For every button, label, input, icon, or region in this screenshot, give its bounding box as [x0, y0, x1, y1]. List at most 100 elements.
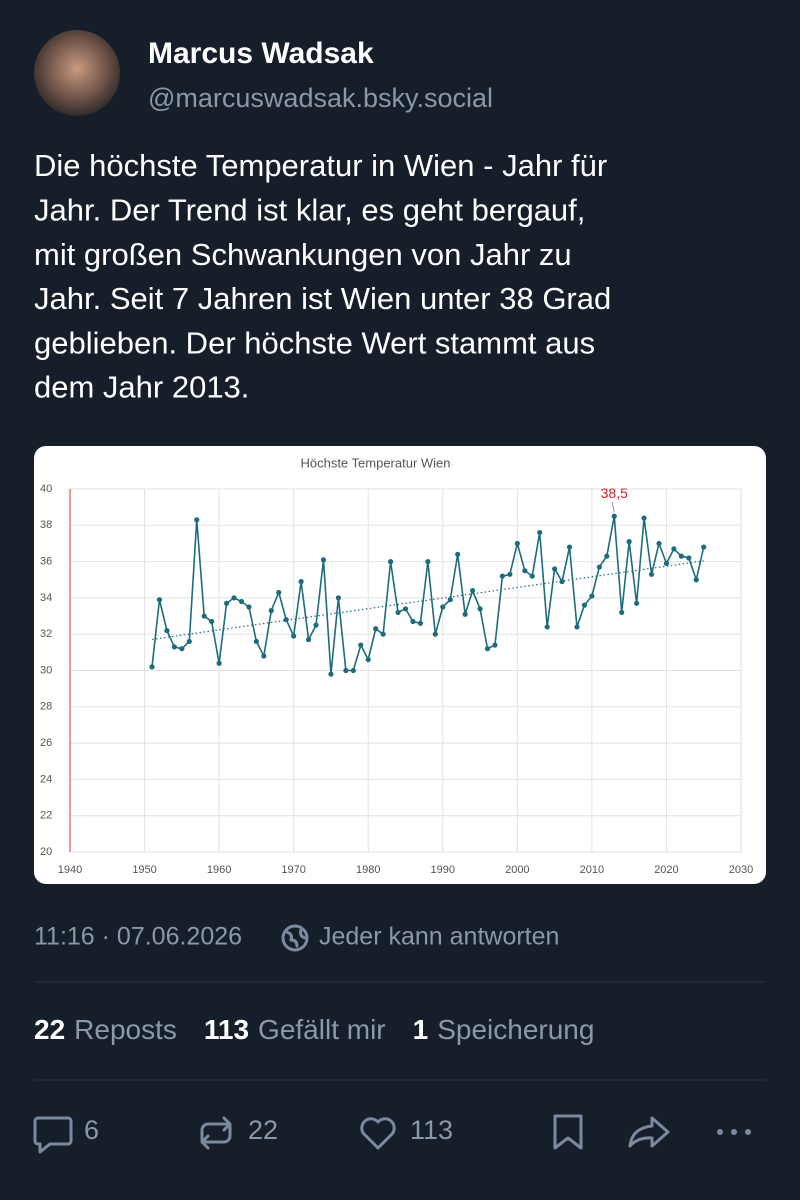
data-point	[552, 566, 558, 572]
stat-label: Gefällt mir	[258, 1014, 386, 1045]
data-point	[559, 578, 565, 585]
data-point	[171, 644, 177, 650]
stat: 113 Gefällt mir	[204, 1014, 386, 1045]
data-point	[641, 515, 647, 521]
data-point	[686, 555, 692, 561]
x-tick-label: 2020	[654, 864, 678, 876]
y-tick-label: 40	[40, 483, 52, 495]
trend-line	[151, 560, 704, 641]
post-text-line: mit großen Schwankungen von Jahr zu	[34, 237, 572, 272]
data-point	[470, 588, 476, 594]
post-text-line: Die höchste Temperatur in Wien - Jahr fü…	[34, 148, 607, 183]
data-point	[581, 602, 588, 608]
data-point	[261, 653, 267, 659]
data-point	[499, 573, 506, 579]
data-point	[596, 564, 602, 570]
data-point	[328, 671, 334, 677]
post-text-line: geblieben. Der höchste Wert stammt aus	[34, 325, 595, 360]
data-point	[671, 546, 677, 552]
repost-count: 22	[248, 1115, 278, 1145]
data-point	[209, 618, 215, 625]
data-point	[462, 611, 468, 617]
data-point	[298, 578, 304, 585]
data-point	[313, 622, 319, 628]
data-point	[611, 513, 617, 519]
x-tick-label: 1940	[58, 864, 82, 876]
bookmark-button[interactable]	[553, 1114, 583, 1150]
stat-count: 22	[34, 1014, 65, 1045]
data-point	[701, 544, 707, 550]
stat-label: Speicherung	[437, 1014, 594, 1045]
stat: 1 Speicherung	[413, 1014, 595, 1045]
share-button[interactable]	[628, 1116, 670, 1148]
y-tick-label: 26	[40, 737, 52, 749]
data-point	[507, 571, 513, 577]
data-point	[455, 551, 461, 557]
data-point	[574, 624, 580, 630]
repost-button[interactable]	[200, 1116, 232, 1150]
y-tick-label: 20	[40, 846, 52, 858]
avatar[interactable]	[34, 30, 120, 116]
data-point	[238, 598, 245, 605]
like-button[interactable]	[360, 1117, 396, 1150]
data-point	[365, 657, 371, 663]
data-point	[223, 600, 230, 606]
stat-count: 1	[413, 1014, 429, 1045]
data-point	[164, 627, 170, 634]
data-point	[149, 664, 155, 670]
data-point	[656, 540, 662, 547]
data-point	[432, 631, 438, 637]
data-point	[663, 560, 670, 567]
data-point	[380, 631, 386, 637]
x-tick-label: 1960	[207, 864, 231, 876]
y-tick-label: 32	[40, 628, 52, 640]
y-tick-label: 36	[40, 556, 52, 568]
data-point	[194, 517, 200, 523]
chart-card[interactable]	[34, 446, 766, 884]
data-point	[537, 529, 543, 536]
data-point	[619, 609, 625, 616]
y-tick-label: 30	[40, 664, 52, 676]
data-point	[268, 608, 274, 614]
y-tick-label: 24	[40, 773, 52, 785]
reply-setting[interactable]: Jeder kann antworten	[319, 923, 559, 951]
data-point	[589, 593, 595, 599]
x-tick-label: 1990	[431, 864, 455, 876]
data-point	[514, 540, 520, 547]
chart-title: Höchste Temperatur Wien	[300, 455, 450, 470]
like-count: 113	[410, 1115, 453, 1145]
data-point	[678, 553, 684, 559]
y-tick-label: 22	[40, 810, 52, 822]
data-point	[305, 637, 312, 643]
author-name[interactable]: Marcus Wadsak	[148, 37, 374, 70]
data-point	[335, 595, 341, 601]
data-point	[283, 617, 289, 623]
author-handle[interactable]: @marcuswadsak.bsky.social	[148, 83, 493, 113]
reply-count: 6	[84, 1115, 99, 1145]
post-text-line: Jahr. Seit 7 Jahren ist Wien unter 38 Gr…	[34, 281, 611, 316]
data-point	[373, 626, 379, 632]
data-point	[231, 595, 237, 601]
data-point	[201, 613, 207, 619]
x-tick-label: 1950	[132, 864, 156, 876]
annotation-leader	[611, 502, 615, 513]
data-point	[276, 589, 282, 596]
globe-icon	[281, 924, 309, 952]
x-tick-label: 1980	[356, 864, 380, 876]
data-point	[350, 667, 356, 674]
data-point	[477, 606, 483, 612]
data-point	[604, 553, 610, 559]
more-button[interactable]	[717, 1129, 751, 1135]
reply-button[interactable]	[33, 1116, 73, 1154]
data-point	[484, 646, 491, 652]
data-point	[253, 638, 259, 645]
data-point	[566, 544, 573, 550]
post-text-line: Jahr. Der Trend ist klar, es geht bergau…	[34, 192, 585, 227]
data-point	[402, 606, 409, 612]
data-point	[544, 624, 550, 630]
data-point	[440, 604, 446, 610]
data-point	[387, 559, 394, 565]
data-point	[291, 633, 297, 639]
data-point	[320, 557, 327, 563]
